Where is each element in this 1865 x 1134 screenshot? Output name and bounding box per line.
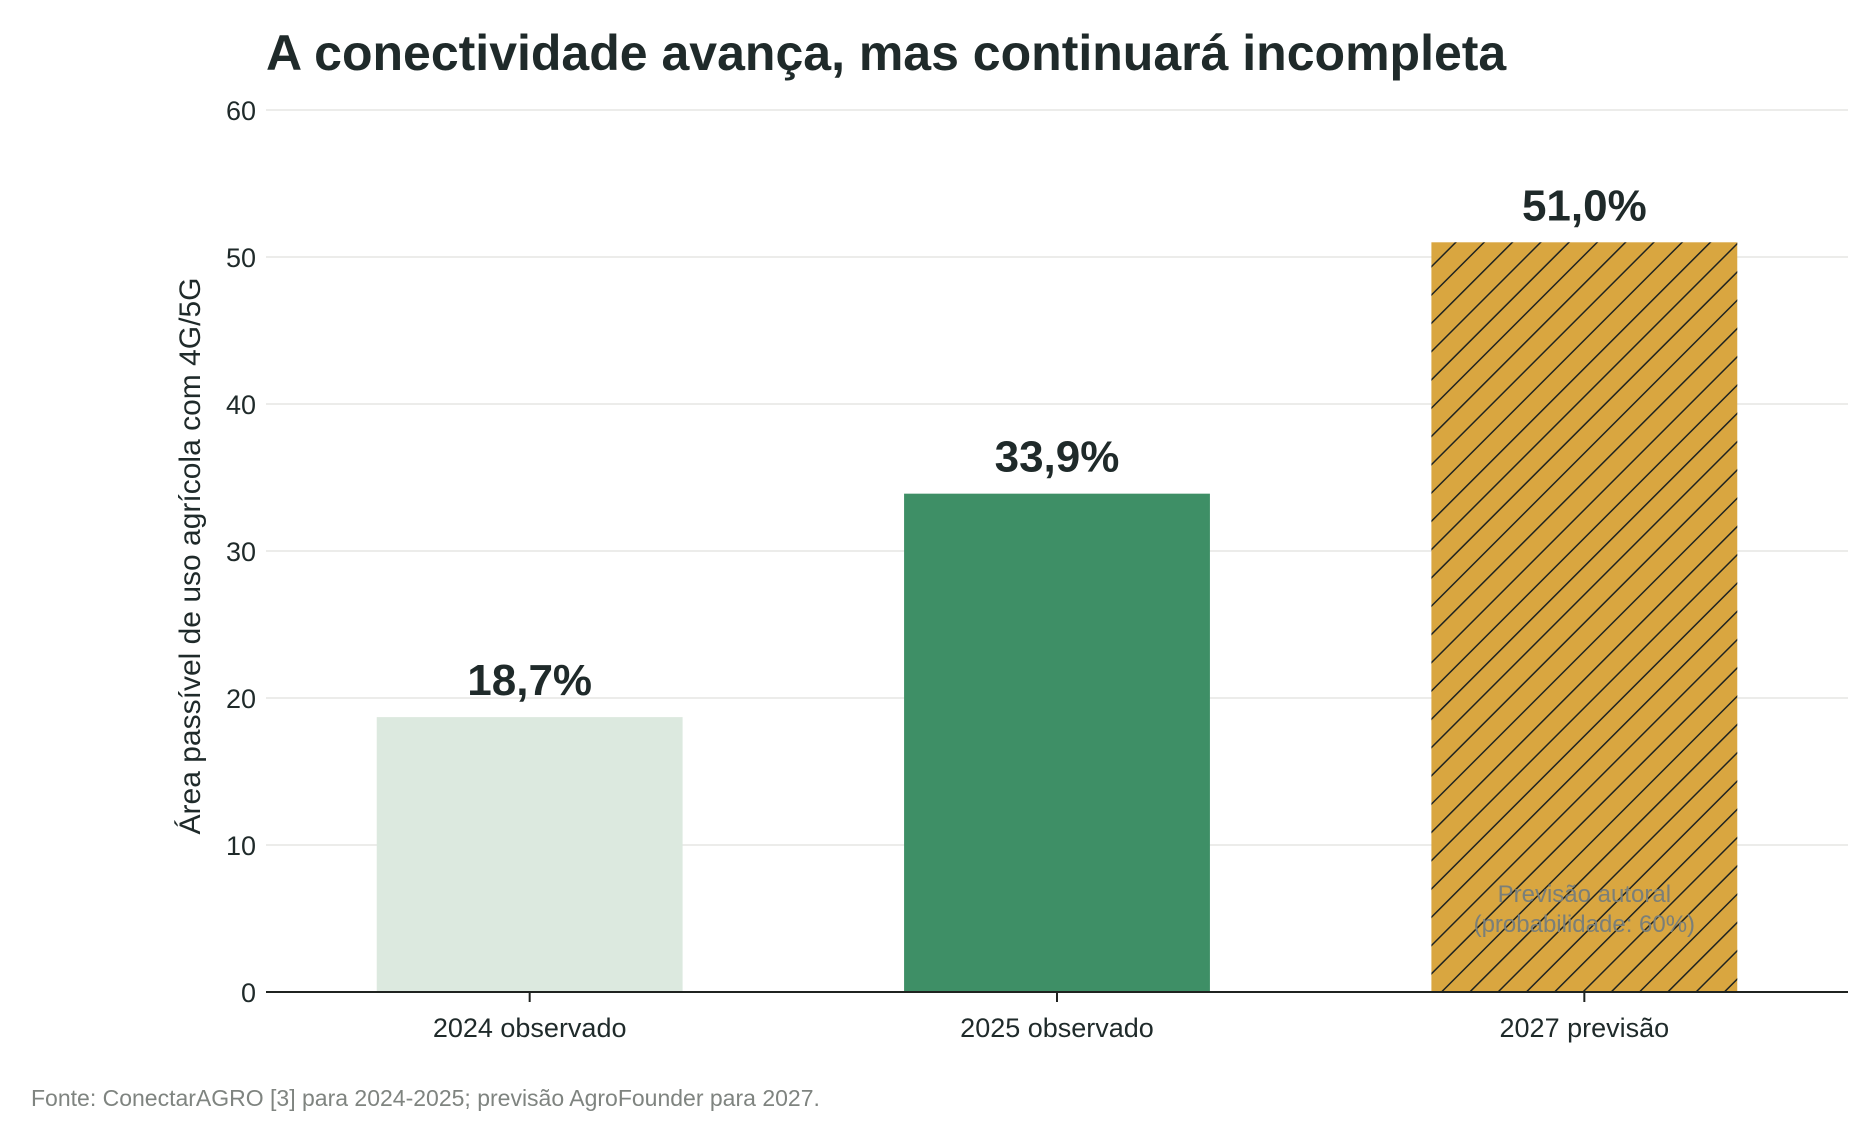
bar-value-label: 18,7% [467, 656, 592, 705]
y-tick-label: 50 [226, 243, 256, 273]
bar-1 [376, 717, 683, 992]
forecast-annotation: Previsão autoral (probabilidade: 60%) [1474, 881, 1695, 938]
chart-title: A conectividade avança, mas continuará i… [266, 25, 1507, 81]
bar-value-label: 51,0% [1522, 181, 1647, 230]
y-tick-label: 0 [241, 978, 256, 1008]
axes: 0 10 20 30 40 50 60 2024 observado 2025 observad… [226, 96, 1848, 1043]
bar-value-label: 33,9% [995, 433, 1120, 482]
bar-hatch [1431, 242, 1738, 993]
y-tick-label: 30 [226, 537, 256, 567]
bar-2 [904, 493, 1210, 992]
y-tick-label: 40 [226, 390, 256, 420]
y-axis-label: Área passível de uso agrícola com 4G/5G [174, 278, 207, 835]
y-tick-label: 10 [226, 831, 256, 861]
x-tick-label: 2025 observado [960, 1013, 1154, 1043]
x-tick-label: 2027 previsão [1500, 1013, 1670, 1043]
y-tick-label: 60 [226, 96, 256, 126]
source-note: Fonte: ConectarAGRO [3] para 2024-2025; … [31, 1085, 820, 1111]
bars: 18,7% 33,9% 51,0% [376, 181, 1738, 993]
y-tick-label: 20 [226, 684, 256, 714]
x-tick-label: 2024 observado [433, 1013, 627, 1043]
annotation-line: (probabilidade: 60%) [1474, 911, 1695, 938]
annotation-line: Previsão autoral [1498, 881, 1671, 908]
